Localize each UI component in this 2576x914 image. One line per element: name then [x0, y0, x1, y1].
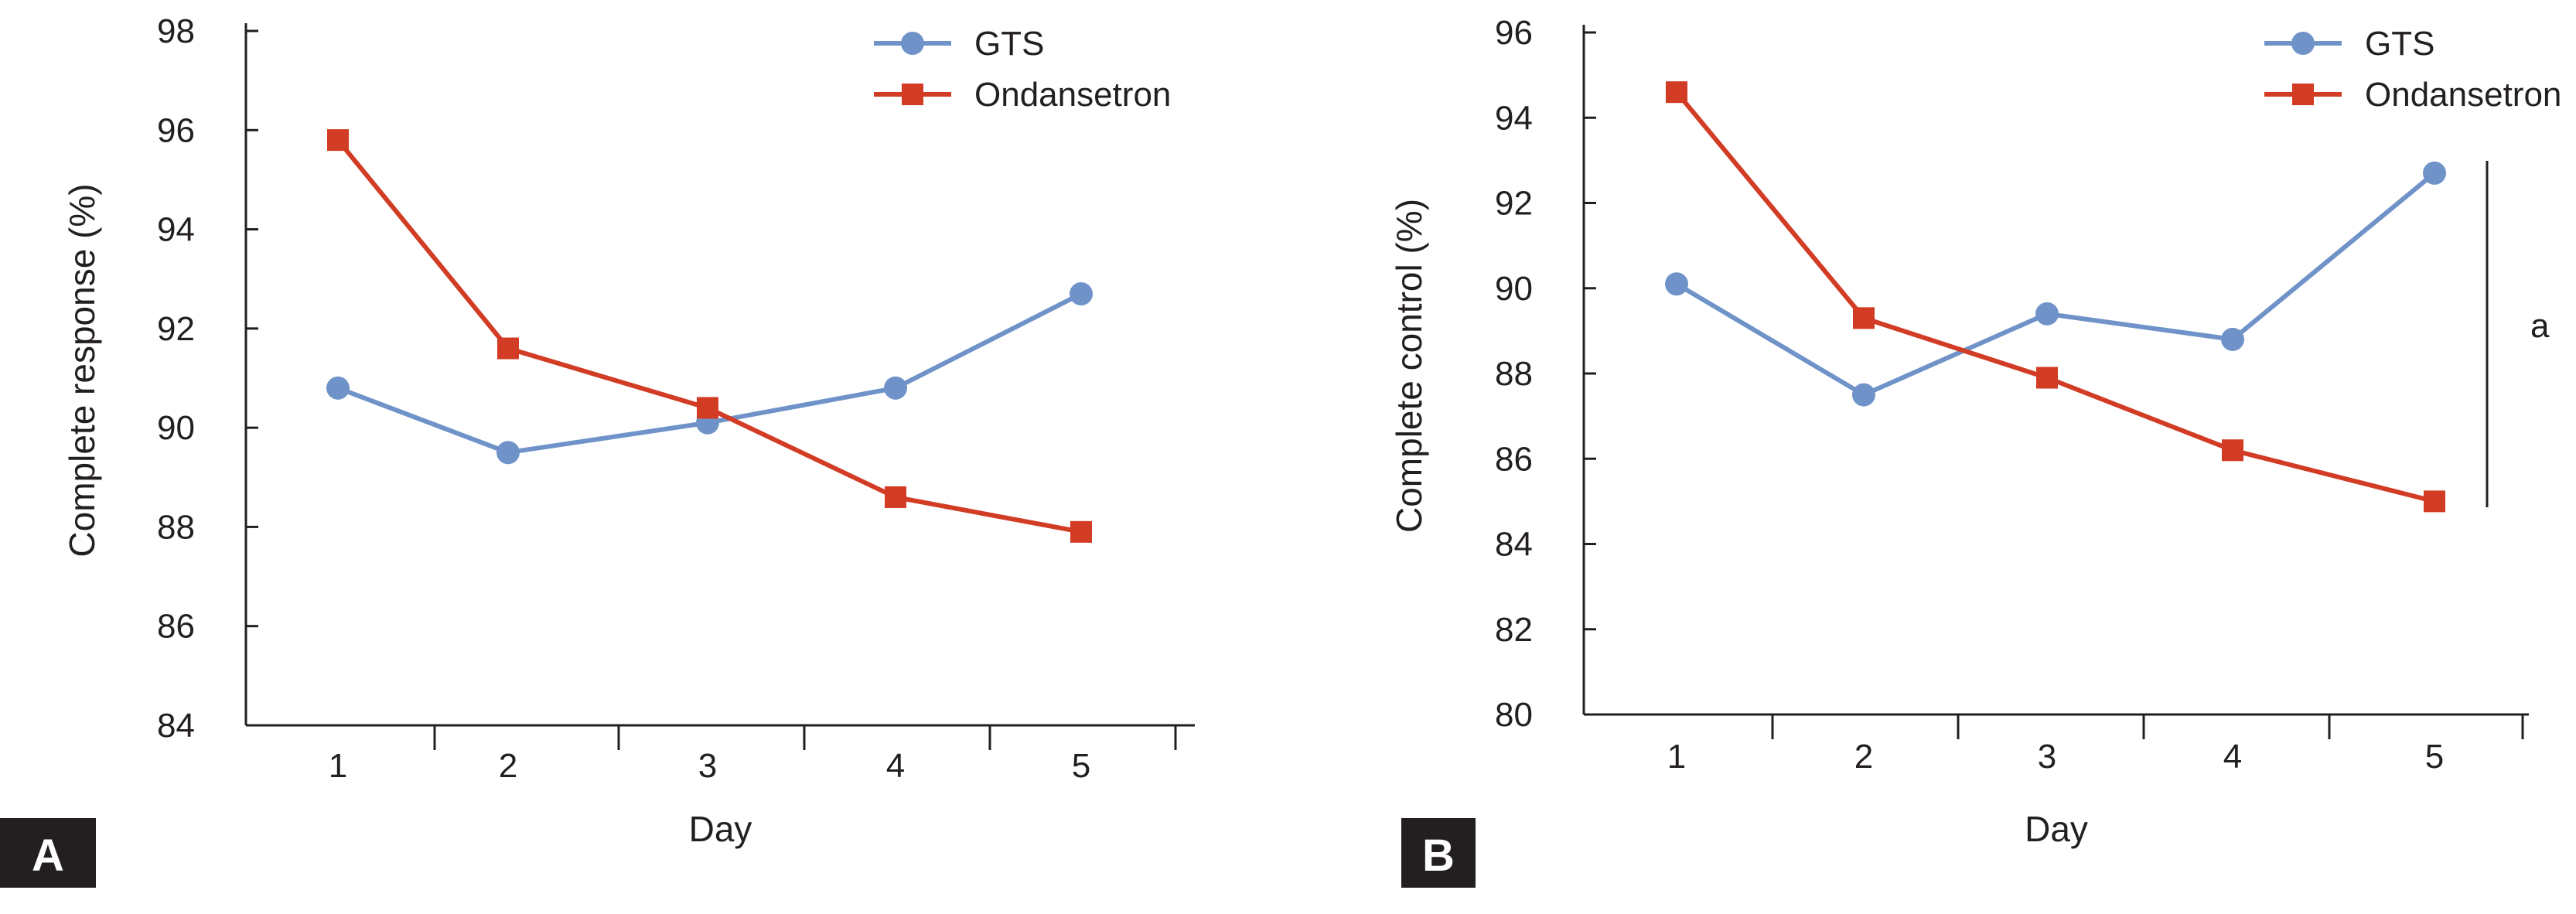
y-tick-label: 98	[157, 12, 195, 50]
legend-label-gts: GTS	[974, 25, 1044, 63]
data-point-ondansetron	[1853, 307, 1875, 329]
y-tick-label: 92	[157, 310, 195, 348]
data-point-gts	[2221, 327, 2244, 351]
panel-label-box	[0, 818, 96, 888]
data-point-gts	[2035, 302, 2059, 326]
x-tick-label: 3	[2038, 738, 2056, 776]
legend-marker-gts	[2291, 32, 2315, 55]
series-line-ondansetron	[336, 138, 1082, 534]
legend-marker-ondansetron	[902, 84, 923, 105]
data-point-gts	[1665, 272, 1688, 296]
x-tick-label: 5	[2425, 738, 2444, 776]
y-tick-label: 82	[1495, 611, 1533, 649]
y-tick-label: 80	[1495, 696, 1533, 734]
data-point-ondansetron	[2424, 490, 2445, 513]
x-axis-title: Day	[689, 809, 752, 849]
y-tick-label: 92	[1495, 185, 1533, 223]
data-point-gts	[2423, 161, 2446, 185]
legend-label-ondansetron: Ondansetron	[2365, 76, 2561, 114]
legend-label-ondansetron: Ondansetron	[974, 76, 1171, 114]
x-tick-label: 1	[329, 747, 347, 785]
x-tick-label: 2	[499, 747, 517, 785]
x-tick-label: 3	[698, 747, 717, 785]
data-point-ondansetron	[697, 397, 718, 419]
y-tick-label: 84	[157, 707, 195, 745]
series-line-gts	[1675, 171, 2436, 397]
data-point-ondansetron	[497, 337, 519, 360]
panel-label: A	[32, 830, 64, 881]
series-line-ondansetron	[1674, 90, 2435, 504]
data-point-ondansetron	[327, 129, 349, 152]
x-tick-label: 1	[1667, 738, 1686, 776]
y-tick-label: 94	[1495, 99, 1533, 137]
y-tick-label: 94	[157, 211, 195, 249]
x-tick-label: 4	[886, 747, 905, 785]
y-axis-title: Complete control (%)	[1389, 199, 1429, 533]
y-tick-label: 86	[1495, 440, 1533, 478]
significance-annotation: a	[2530, 307, 2550, 345]
data-point-gts	[496, 441, 520, 465]
y-tick-label: 88	[157, 508, 195, 546]
x-tick-label: 5	[1072, 747, 1090, 785]
legend-label-gts: GTS	[2365, 25, 2434, 63]
y-axis-title: Complete response (%)	[62, 183, 102, 557]
panel-b-chart: 80 82 84 86 88 90 92 94 96 1 2 3 4 5 Day Complete contr…	[1389, 14, 2561, 888]
y-tick-label: 96	[157, 111, 195, 149]
legend-marker-ondansetron	[2292, 84, 2314, 105]
data-point-ondansetron	[1666, 81, 1687, 104]
y-tick-label: 86	[157, 608, 195, 646]
x-tick-label: 4	[2223, 738, 2242, 776]
x-axis-title: Day	[2025, 809, 2088, 849]
data-point-gts	[884, 376, 907, 400]
data-point-gts	[1852, 383, 1875, 407]
data-point-ondansetron	[2222, 439, 2243, 462]
data-point-ondansetron	[1070, 520, 1092, 543]
data-point-ondansetron	[2036, 367, 2058, 389]
y-tick-label: 84	[1495, 526, 1533, 564]
legend-marker-gts	[901, 32, 924, 55]
y-tick-label: 96	[1495, 14, 1533, 52]
panel-a-chart: 84 86 88 90 92 94 96 98 1 2 3 4 5 Day Complete respons…	[0, 12, 1195, 888]
y-tick-label: 90	[1495, 270, 1533, 308]
data-point-ondansetron	[885, 486, 906, 508]
y-tick-label: 90	[157, 409, 195, 447]
panel-label-box	[1401, 818, 1476, 888]
data-point-gts	[326, 376, 350, 400]
x-tick-label: 2	[1854, 738, 1873, 776]
panel-label: B	[1422, 830, 1455, 881]
y-tick-label: 88	[1495, 355, 1533, 393]
data-point-gts	[1070, 281, 1093, 305]
